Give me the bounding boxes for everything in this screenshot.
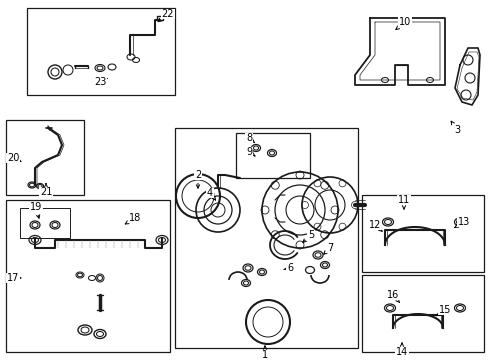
Bar [6, 200, 170, 352]
Text: 12: 12 [368, 220, 382, 231]
Bar [361, 195, 483, 272]
Text: 23: 23 [94, 77, 107, 87]
Text: 1: 1 [262, 346, 267, 360]
Bar [361, 275, 483, 352]
Bar [6, 120, 84, 195]
Text: 8: 8 [245, 133, 254, 143]
Text: 17: 17 [7, 273, 21, 283]
Text: 22: 22 [158, 9, 174, 22]
Text: 15: 15 [435, 305, 450, 316]
Bar [20, 208, 70, 238]
Text: 13: 13 [454, 217, 469, 228]
Text: 14: 14 [395, 343, 407, 357]
Text: 5: 5 [302, 230, 313, 242]
Text: 16: 16 [386, 290, 399, 303]
Text: 9: 9 [245, 147, 255, 157]
Text: 10: 10 [395, 17, 410, 30]
Text: 18: 18 [125, 213, 141, 224]
Text: 11: 11 [397, 195, 409, 209]
Bar [236, 133, 309, 178]
Text: 3: 3 [450, 121, 459, 135]
Text: 21: 21 [40, 184, 52, 197]
Text: 4: 4 [206, 188, 215, 200]
Bar [27, 8, 175, 95]
Text: 7: 7 [323, 243, 332, 254]
Text: 19: 19 [30, 202, 42, 218]
Text: 20: 20 [7, 153, 21, 163]
Text: 2: 2 [195, 170, 201, 188]
Text: 6: 6 [283, 263, 292, 273]
Bar [175, 128, 357, 348]
